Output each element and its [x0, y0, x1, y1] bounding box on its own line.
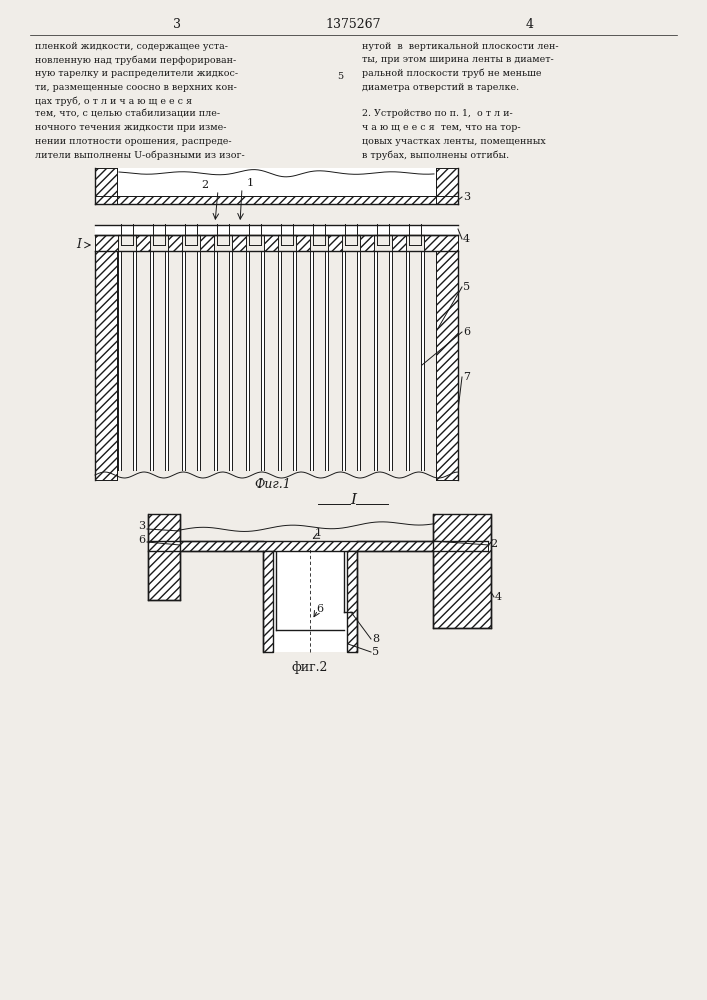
Bar: [246, 234, 265, 252]
Bar: [357, 251, 360, 470]
Text: 1: 1: [315, 528, 322, 538]
Text: нении плотности орошения, распреде-: нении плотности орошения, распреде-: [35, 136, 232, 145]
Bar: [182, 234, 201, 252]
Text: ты, при этом ширина ленты в диамет-: ты, при этом ширина ленты в диамет-: [362, 55, 554, 64]
Bar: [389, 251, 392, 470]
Bar: [263, 551, 273, 652]
Text: 6: 6: [138, 535, 145, 545]
Text: 6: 6: [316, 604, 323, 614]
Text: 6: 6: [463, 327, 470, 337]
Bar: [214, 251, 217, 470]
Text: Фиг.1: Фиг.1: [255, 479, 291, 491]
Bar: [374, 234, 393, 252]
Text: 2. Устройство по п. 1,  о т л и-: 2. Устройство по п. 1, о т л и-: [362, 109, 513, 118]
Text: 1375267: 1375267: [325, 18, 381, 31]
Bar: [342, 234, 361, 252]
Bar: [261, 251, 264, 470]
Bar: [148, 514, 180, 600]
Bar: [310, 251, 313, 470]
Text: лители выполнены U-образными из изог-: лители выполнены U-образными из изог-: [35, 150, 245, 159]
Bar: [150, 251, 153, 470]
Bar: [95, 225, 458, 235]
Bar: [310, 234, 329, 252]
Text: фиг.2: фиг.2: [292, 662, 328, 674]
Text: 5: 5: [463, 282, 470, 292]
Text: 3: 3: [463, 192, 470, 202]
Text: ночного течения жидкости при изме-: ночного течения жидкости при изме-: [35, 123, 226, 132]
Bar: [118, 234, 137, 252]
Bar: [197, 251, 200, 470]
Bar: [133, 251, 136, 470]
Text: ч а ю щ е е с я  тем, что на тор-: ч а ю щ е е с я тем, что на тор-: [362, 123, 520, 132]
Bar: [347, 551, 357, 652]
Text: ральной плоскости труб не меньше: ральной плоскости труб не меньше: [362, 69, 542, 79]
Bar: [214, 234, 233, 252]
Bar: [436, 168, 458, 204]
Text: 3: 3: [138, 521, 145, 531]
Bar: [229, 251, 232, 470]
Bar: [325, 251, 328, 470]
Bar: [374, 251, 377, 470]
Text: 3: 3: [173, 18, 181, 31]
Text: 4: 4: [526, 18, 534, 31]
Text: 7: 7: [463, 372, 470, 382]
Bar: [95, 235, 458, 251]
Text: цах труб, о т л и ч а ю щ е е с я: цах труб, о т л и ч а ю щ е е с я: [35, 96, 192, 105]
Text: 4: 4: [495, 592, 502, 602]
Bar: [165, 251, 168, 470]
Bar: [148, 541, 488, 551]
Text: цовых участках ленты, помещенных: цовых участках ленты, помещенных: [362, 136, 546, 145]
Bar: [95, 251, 117, 480]
Bar: [406, 234, 425, 252]
Text: 2: 2: [201, 180, 208, 190]
Bar: [436, 251, 458, 480]
Text: 4: 4: [463, 234, 470, 244]
Bar: [150, 234, 169, 252]
Bar: [293, 251, 296, 470]
Text: диаметра отверстий в тарелке.: диаметра отверстий в тарелке.: [362, 83, 519, 92]
Bar: [118, 251, 121, 470]
Text: 2: 2: [490, 539, 497, 549]
Bar: [342, 251, 345, 470]
Text: I: I: [350, 493, 356, 507]
Bar: [273, 551, 347, 652]
Bar: [406, 251, 409, 470]
Text: 1: 1: [247, 178, 254, 188]
Text: тем, что, с целью стабилизации пле-: тем, что, с целью стабилизации пле-: [35, 109, 220, 118]
Bar: [117, 168, 436, 196]
Text: 5: 5: [337, 72, 343, 81]
Bar: [246, 251, 249, 470]
Text: пленкой жидкости, содержащее уста-: пленкой жидкости, содержащее уста-: [35, 42, 228, 51]
Text: ную тарелку и распределители жидкос-: ную тарелку и распределители жидкос-: [35, 69, 238, 78]
Bar: [95, 196, 458, 204]
Text: 8: 8: [372, 634, 379, 644]
Text: I: I: [76, 238, 81, 251]
Bar: [421, 251, 424, 470]
Text: 5: 5: [372, 647, 379, 657]
Bar: [278, 234, 297, 252]
Bar: [278, 251, 281, 470]
Text: нутой  в  вертикальной плоскости лен-: нутой в вертикальной плоскости лен-: [362, 42, 559, 51]
Text: новленную над трубами перфорирован-: новленную над трубами перфорирован-: [35, 55, 236, 65]
Bar: [433, 514, 491, 628]
Text: ти, размещенные соосно в верхних кон-: ти, размещенные соосно в верхних кон-: [35, 83, 237, 92]
Text: в трубах, выполнены отгибы.: в трубах, выполнены отгибы.: [362, 150, 509, 159]
Bar: [95, 168, 117, 204]
Bar: [182, 251, 185, 470]
